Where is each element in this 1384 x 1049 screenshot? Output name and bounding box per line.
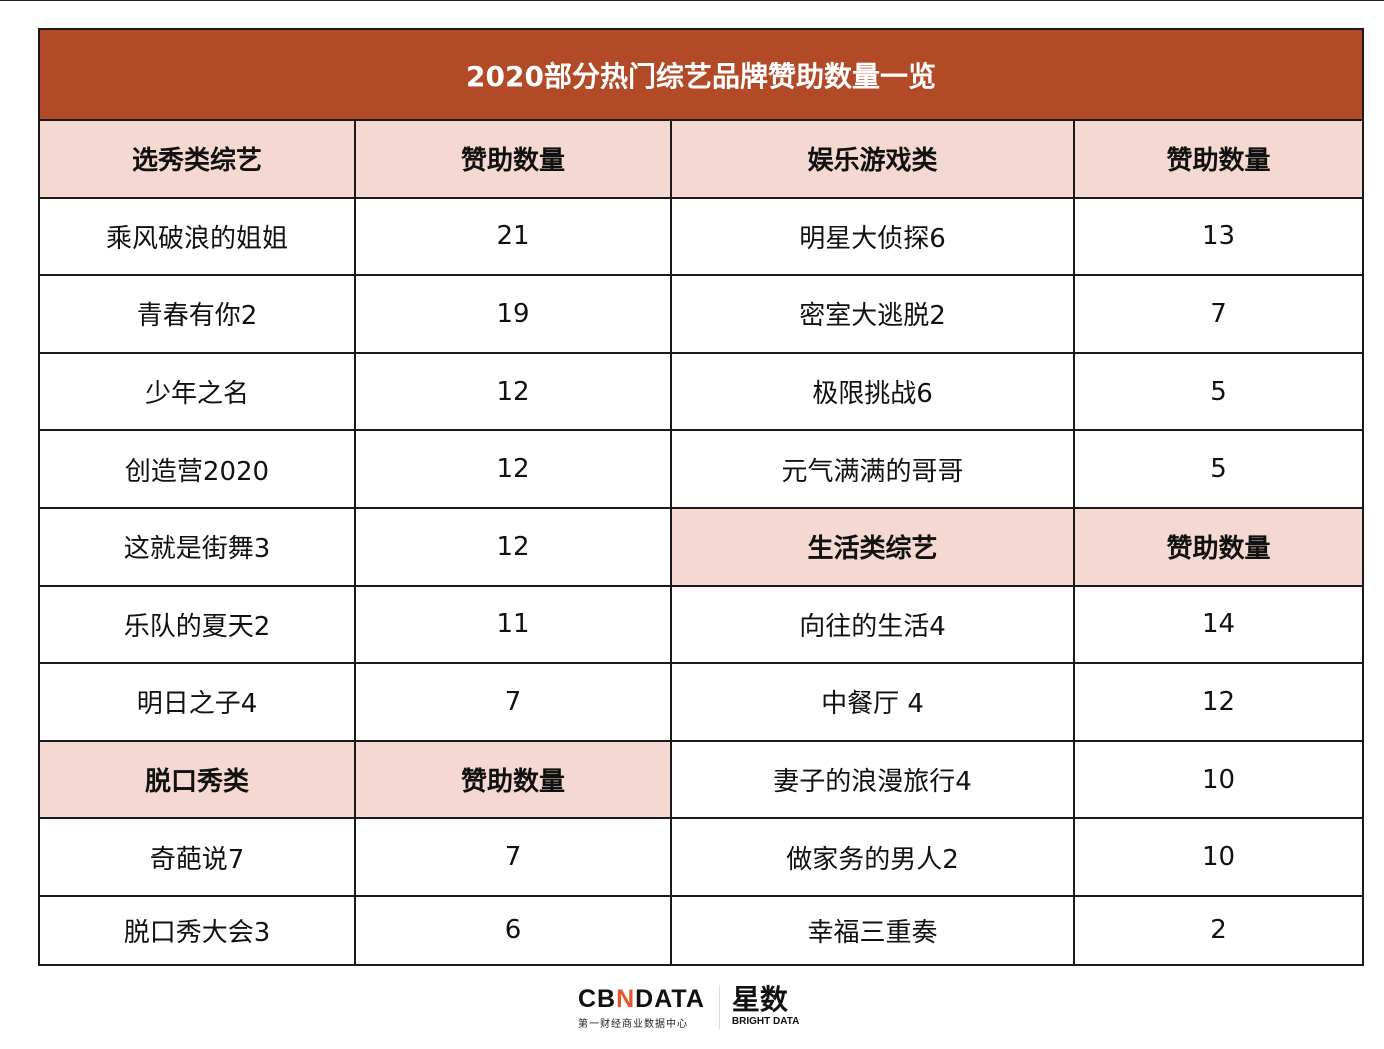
table-cell: 7 bbox=[1210, 298, 1227, 329]
top-divider bbox=[0, 0, 1384, 1]
table-cell: 12 bbox=[1201, 686, 1236, 717]
sponsorship-table: 2020部分热门综艺品牌赞助数量一览 选秀类综艺 赞助数量 娱乐游戏类 赞助数量 乘风破… bbox=[38, 28, 1364, 966]
table-cell: 创造营2020 bbox=[40, 431, 356, 507]
table-cell: 2 bbox=[1210, 915, 1227, 946]
logo-text: CB bbox=[578, 985, 617, 1013]
table-row: 脱口秀类 赞助数量 妻子的浪漫旅行4 10 bbox=[40, 741, 1362, 820]
table-cell: 中餐厅 4 bbox=[672, 664, 1075, 740]
header-cell: 赞助数量 bbox=[1075, 121, 1362, 197]
table-cell: 向往的生活4 bbox=[672, 586, 1075, 663]
table-cell: 19 bbox=[356, 276, 672, 352]
table-cell: 5 bbox=[1210, 376, 1227, 407]
table-row: 少年之名 12 极限挑战6 5 bbox=[40, 353, 1362, 432]
cbndata-logo: CBNDATA 第一财经商业数据中心 bbox=[578, 985, 705, 1030]
bright-data-cn: 星数 bbox=[731, 983, 788, 1016]
table-cell: 元气满满的哥哥 bbox=[672, 431, 1075, 507]
table-cell: 脱口秀大会3 bbox=[40, 896, 356, 964]
header-cell: 娱乐游戏类 bbox=[672, 121, 1075, 197]
table-cell: 12 bbox=[356, 508, 672, 585]
table-cell: 13 bbox=[1201, 221, 1236, 252]
table-cell: 幸福三重奏 bbox=[672, 896, 1075, 964]
header-cell: 赞助数量 bbox=[1075, 508, 1362, 585]
logo-accent: N bbox=[616, 985, 636, 1013]
table-cell: 明日之子4 bbox=[40, 664, 356, 740]
table-cell: 10 bbox=[1201, 764, 1236, 795]
table-cell: 7 bbox=[356, 664, 672, 740]
table-row: 青春有你2 19 密室大逃脱2 7 bbox=[40, 276, 1362, 354]
table-row: 明日之子4 7 中餐厅 4 12 bbox=[40, 664, 1362, 742]
table-cell: 青春有你2 bbox=[40, 276, 356, 352]
header-cell: 生活类综艺 bbox=[672, 508, 1075, 585]
table-cell: 明星大侦探6 bbox=[672, 198, 1075, 275]
table-cell: 做家务的男人2 bbox=[672, 819, 1075, 895]
table-cell: 7 bbox=[356, 819, 672, 895]
table-cell: 11 bbox=[356, 586, 672, 663]
header-cell: 脱口秀类 bbox=[40, 741, 356, 818]
table-cell: 14 bbox=[1201, 609, 1236, 640]
footer-logos: CBNDATA 第一财经商业数据中心 星数 BRIGHT DATA bbox=[578, 985, 838, 1035]
table-cell: 12 bbox=[356, 353, 672, 430]
table-cell: 这就是街舞3 bbox=[40, 508, 356, 585]
table-cell: 密室大逃脱2 bbox=[672, 276, 1075, 352]
table-cell: 奇葩说7 bbox=[40, 819, 356, 895]
bright-data-logo: 星数 BRIGHT DATA bbox=[731, 983, 800, 1028]
table-cell: 乐队的夏天2 bbox=[40, 586, 356, 663]
table-title: 2020部分热门综艺品牌赞助数量一览 bbox=[40, 30, 1362, 121]
logo-text: DATA bbox=[635, 985, 705, 1013]
header-cell: 选秀类综艺 bbox=[40, 121, 356, 197]
table-cell: 6 bbox=[356, 896, 672, 964]
table-row: 创造营2020 12 元气满满的哥哥 5 bbox=[40, 431, 1362, 509]
table-cell: 极限挑战6 bbox=[672, 353, 1075, 430]
table-cell: 少年之名 bbox=[40, 353, 356, 430]
table-row: 这就是街舞3 12 生活类综艺 赞助数量 bbox=[40, 508, 1362, 587]
table-cell: 10 bbox=[1201, 842, 1236, 873]
table-cell: 5 bbox=[1210, 454, 1227, 485]
cbndata-subtitle: 第一财经商业数据中心 bbox=[578, 1019, 688, 1030]
bright-data-en: BRIGHT DATA bbox=[731, 1016, 800, 1027]
table-row: 脱口秀大会3 6 幸福三重奏 2 bbox=[40, 896, 1362, 964]
table-cell: 乘风破浪的姐姐 bbox=[40, 198, 356, 275]
table-row: 奇葩说7 7 做家务的男人2 10 bbox=[40, 819, 1362, 897]
header-cell: 赞助数量 bbox=[356, 741, 672, 818]
table-cell: 妻子的浪漫旅行4 bbox=[672, 741, 1075, 818]
table-row: 乘风破浪的姐姐 21 明星大侦探6 13 bbox=[40, 198, 1362, 277]
header-cell: 赞助数量 bbox=[356, 121, 672, 197]
table-row: 乐队的夏天2 11 向往的生活4 14 bbox=[40, 586, 1362, 665]
table-cell: 12 bbox=[356, 431, 672, 507]
table-cell: 21 bbox=[356, 198, 672, 275]
logo-divider bbox=[718, 985, 720, 1029]
table-header-row: 选秀类综艺 赞助数量 娱乐游戏类 赞助数量 bbox=[40, 121, 1362, 199]
